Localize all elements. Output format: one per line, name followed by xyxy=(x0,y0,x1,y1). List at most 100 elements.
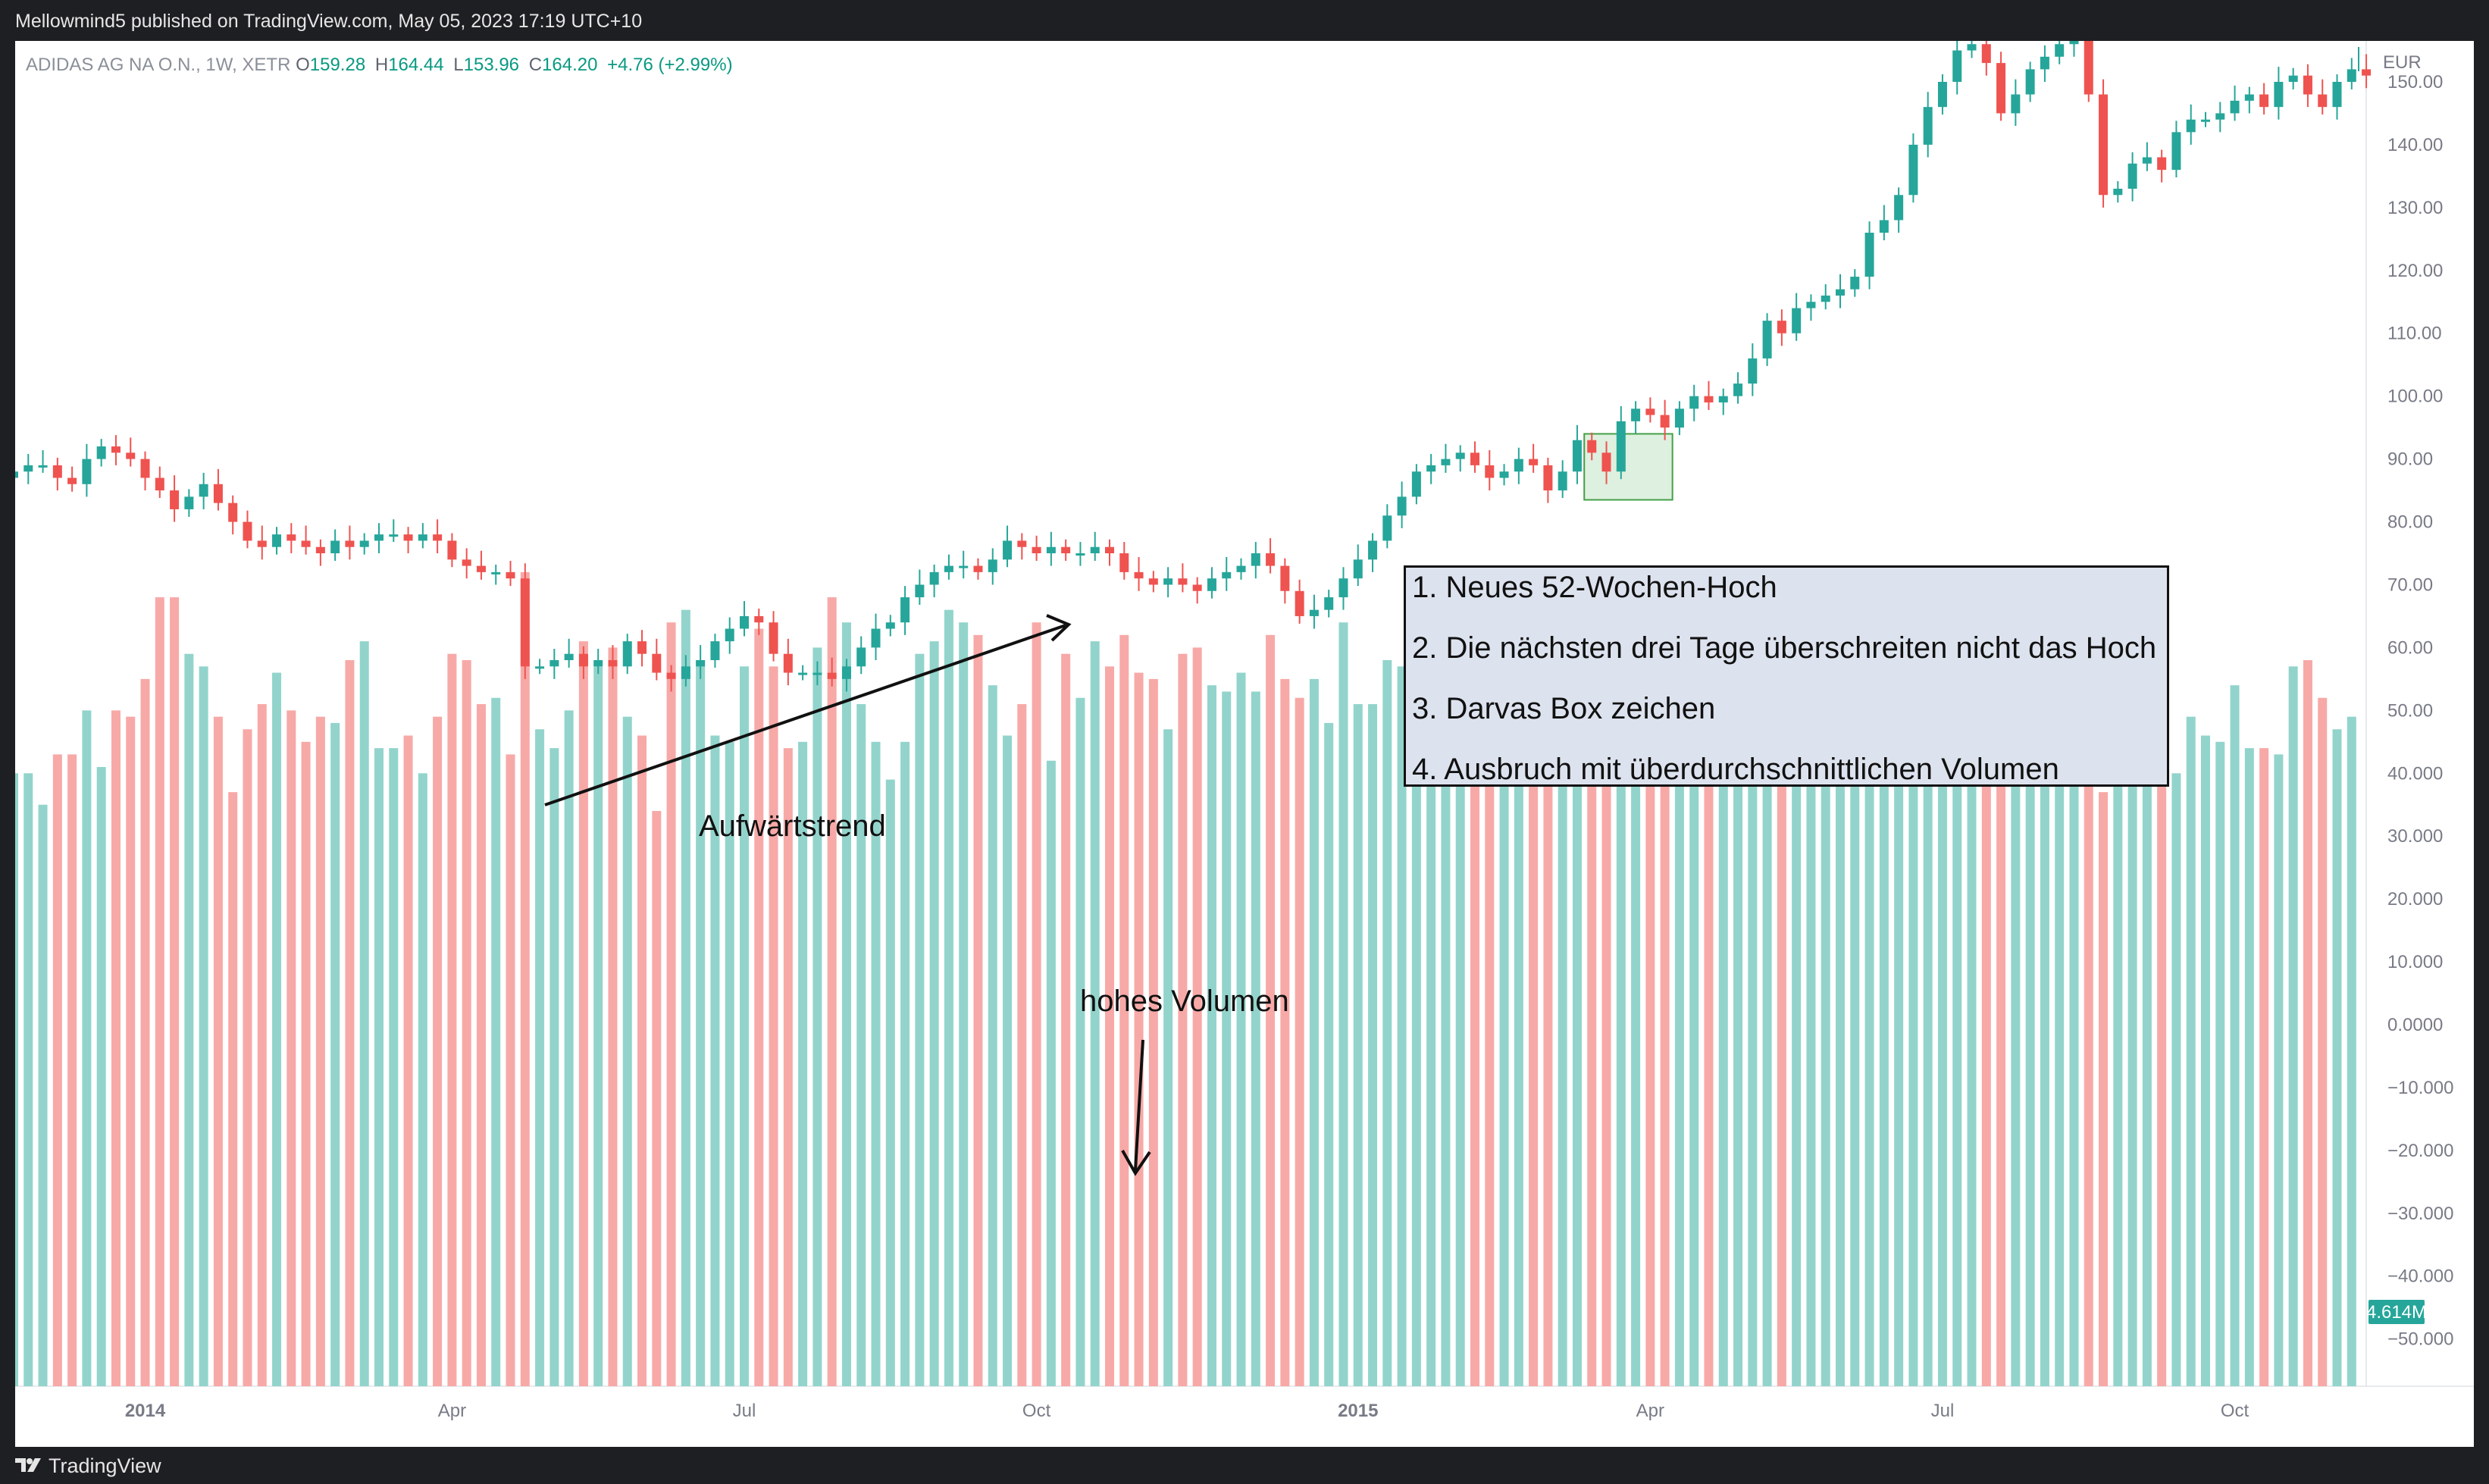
volume-bar xyxy=(1338,622,1348,1386)
candle-body xyxy=(959,565,969,568)
darvas-box xyxy=(1583,433,1673,501)
volume-bar xyxy=(1295,697,1304,1386)
trend-arrow xyxy=(544,624,1066,806)
volume-bar xyxy=(1879,766,1889,1386)
volume-bar xyxy=(1222,691,1232,1386)
volume-bar xyxy=(1967,722,1977,1386)
volume-bar xyxy=(38,804,48,1386)
volume-bar xyxy=(2127,785,2137,1386)
volume-bar xyxy=(155,597,164,1386)
volume-bar xyxy=(389,748,399,1386)
volume-bar xyxy=(1192,647,1202,1386)
volume-bar xyxy=(710,735,720,1386)
candle-body xyxy=(1017,540,1027,547)
chart-canvas[interactable]: 150.00 140.00 130.00 120.00 110.00 100.00 90.0… xyxy=(15,41,2474,1447)
candle-body xyxy=(1850,277,1860,290)
volume-bar xyxy=(1616,722,1626,1386)
volume-bar xyxy=(52,754,62,1386)
price-tick-label: 0.0000 xyxy=(2387,1015,2443,1035)
candle-body xyxy=(973,565,983,572)
volume-bar xyxy=(2215,741,2225,1386)
price-tick-label: −30.000 xyxy=(2387,1204,2453,1224)
candle-body xyxy=(1441,459,1451,465)
candle-body xyxy=(1718,396,1728,402)
candle-body xyxy=(2186,119,2196,133)
candle-body xyxy=(2201,119,2210,122)
volume-bar xyxy=(988,685,997,1386)
low-label: L xyxy=(453,55,464,75)
volume-bar xyxy=(2259,748,2269,1386)
rule-4: 4. Ausbruch mit überdurchschnittlichen V… xyxy=(1412,753,2059,786)
volume-bar xyxy=(1003,735,1013,1386)
price-tick-label: 110.00 xyxy=(2387,324,2442,344)
candle-body xyxy=(871,628,881,648)
price-tick-label: 80.00 xyxy=(2387,512,2433,533)
volume-bar xyxy=(1850,691,1860,1386)
candle-body xyxy=(82,459,92,484)
volume-bar xyxy=(2055,748,2065,1386)
volume-bar xyxy=(1134,672,1144,1386)
candle-body xyxy=(1251,553,1260,566)
candle-body xyxy=(1397,496,1407,516)
candle-body xyxy=(520,578,530,667)
rule-3: 3. Darvas Box zeichen xyxy=(1412,692,1716,725)
candle-body xyxy=(126,452,136,459)
candle-body xyxy=(1148,578,1158,585)
volume-bar xyxy=(2025,722,2035,1386)
volume-bar xyxy=(827,597,837,1386)
volume-bar xyxy=(1309,678,1319,1386)
volume-bar xyxy=(549,748,559,1386)
candle-body xyxy=(1499,471,1509,478)
candle-body xyxy=(2288,75,2298,82)
candle-body xyxy=(1426,465,1436,472)
volume-bar xyxy=(1032,622,1041,1386)
candle-body xyxy=(155,477,164,491)
candle-body xyxy=(418,534,427,541)
candle-body xyxy=(1295,590,1304,616)
candle-body xyxy=(2157,157,2167,171)
volume-bar xyxy=(2318,697,2328,1386)
candle-body xyxy=(1529,459,1539,465)
candle-body xyxy=(67,477,77,484)
candle-body xyxy=(447,540,457,560)
candle-body xyxy=(1762,321,1772,358)
volume-bar xyxy=(301,741,311,1386)
rule-1: 1. Neues 52-Wochen-Hoch xyxy=(1412,571,1777,604)
volume-bar xyxy=(1601,603,1611,1386)
volume-bar xyxy=(1718,691,1728,1386)
volume-bar xyxy=(82,710,92,1386)
candle-body xyxy=(374,534,384,541)
time-tick-label: 2014 xyxy=(125,1401,166,1421)
symbol-legend: ADIDAS AG NA O.N., 1W, XETR O159.28 H164… xyxy=(26,55,737,76)
candle-body xyxy=(856,647,866,667)
volume-bar xyxy=(871,741,881,1386)
candle-body xyxy=(23,465,33,472)
volume-bar xyxy=(1353,704,1363,1386)
volume-bar xyxy=(374,748,384,1386)
candle-body xyxy=(1207,578,1216,591)
candle-body xyxy=(1645,409,1655,415)
candle-body xyxy=(1821,295,1830,302)
volume-bar xyxy=(1894,691,1904,1386)
chart-area[interactable]: 150.00 140.00 130.00 120.00 110.00 100.00 90.0… xyxy=(15,41,2474,1447)
volume-bar xyxy=(2303,659,2312,1386)
volume-bar xyxy=(1777,691,1786,1386)
candle-body xyxy=(2362,69,2372,76)
volume-bar xyxy=(1821,678,1830,1386)
candle-body xyxy=(1543,465,1553,491)
price-tick-label: 70.00 xyxy=(2387,575,2433,595)
volume-bar xyxy=(1543,653,1553,1386)
candle-body xyxy=(1411,471,1421,497)
volume-bar xyxy=(228,792,238,1386)
volume-bar xyxy=(1806,735,1816,1386)
volume-bar xyxy=(1645,685,1655,1386)
volume-bar xyxy=(900,741,910,1386)
volume-label: hohes Volumen xyxy=(1080,985,1289,1018)
candle-body xyxy=(1368,540,1378,560)
volume-bar xyxy=(1090,641,1100,1386)
volume-bar xyxy=(1368,704,1378,1386)
candle-body xyxy=(1864,233,1874,277)
candle-body xyxy=(345,540,355,547)
volume-bar xyxy=(1207,685,1216,1386)
volume-bar xyxy=(593,666,603,1386)
